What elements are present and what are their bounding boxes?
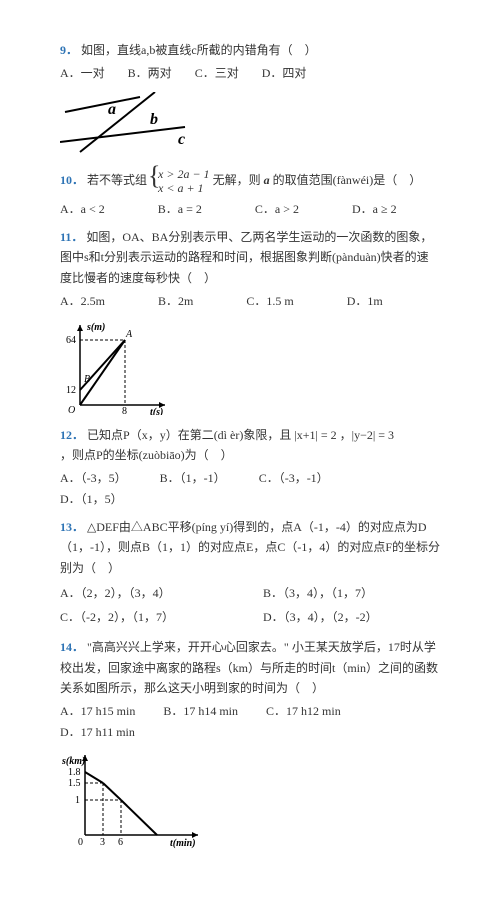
q14-xlabel: t(min) xyxy=(170,838,196,849)
q11-options: A．2.5m B．2m C．1.5 m D．1m xyxy=(60,291,440,311)
question-12: 12． 已知点P（x，y）在第二(dì èr)象限，且 |x+1| = 2 ，|… xyxy=(60,425,440,445)
q9-opt-a: A．一对 xyxy=(60,63,105,83)
q11-opt-d: D．1m xyxy=(347,291,383,311)
q14-ytick1: 1 xyxy=(75,795,80,806)
q13-opt-a: A．（2，2），（3，4） xyxy=(60,581,240,605)
q12-text2-row: ，则点P的坐标(zuòbiāo)为（ ） xyxy=(60,445,440,465)
q11-ylabel: s(m) xyxy=(86,322,105,333)
q14-origin: 0 xyxy=(78,837,83,848)
q11-opt-c: C．1.5 m xyxy=(246,291,293,311)
q10-mid: 无解，则 xyxy=(213,173,261,187)
q13-opt-d: D．（3，4），（2，-2） xyxy=(263,605,378,629)
q14-opt-a: A．17 h15 min xyxy=(60,701,135,721)
q12-text2: ，则点P的坐标(zuòbiāo)为（ ） xyxy=(60,448,233,462)
q9-label-c: c xyxy=(178,131,185,148)
q12-text1: 已知点P（x，y）在第二(dì èr)象限，且 |x+1| = 2 ，|y−2|… xyxy=(87,428,394,442)
q13-opt-c: C．（-2，2），（1，7） xyxy=(60,605,240,629)
q9-text: 如图，直线a,b被直线c所截的内错角有（ ） xyxy=(81,43,317,57)
q14-figure: s(km) t(min) 0 3 6 1 1.5 1.8 xyxy=(60,750,440,850)
q11-xlabel: t(s) xyxy=(150,407,163,415)
question-11: 11． 如图，OA、BA分别表示甲、乙两名学生运动的一次函数的图象，图中s和t分… xyxy=(60,227,440,288)
question-14: 14． "高高兴兴上学来，开开心心回家去。" 小王某天放学后，17时从学校出发，… xyxy=(60,637,440,698)
q9-opt-c: C．三对 xyxy=(195,63,239,83)
q14-ylabel: s(km) xyxy=(61,756,85,767)
q13-num: 13． xyxy=(60,520,84,534)
q9-options: A．一对 B．两对 C．三对 D．四对 xyxy=(60,63,440,83)
q11-ytick1: 12 xyxy=(66,385,76,396)
q13-text: △DEF由△ABC平移(píng yí)得到的，点A（-1，-4）的对应点为D（… xyxy=(60,520,440,575)
q12-opt-a: A．（-3，5） xyxy=(60,468,127,488)
q12-opt-d: D．（1，5） xyxy=(60,489,123,509)
q10-opt-a: A．a < 2 xyxy=(60,199,105,219)
q10-opt-b: B．a = 2 xyxy=(158,199,202,219)
q12-num: 12． xyxy=(60,428,84,442)
q11-svg: s(m) t(s) O 8 12 64 A B xyxy=(60,320,170,415)
q10-opt-c: C．a > 2 xyxy=(255,199,299,219)
q9-label-b: b xyxy=(150,111,158,128)
q9-figure: a b c xyxy=(60,92,440,157)
q11-B: B xyxy=(84,374,90,385)
q10-post: 的取值范围(fànwéi)是（ ） xyxy=(273,173,422,187)
q10-avar: a xyxy=(264,173,270,187)
q9-opt-d: D．四对 xyxy=(262,63,307,83)
q10-pre: 若不等式组 xyxy=(87,173,147,187)
q14-xtick1: 3 xyxy=(100,837,105,848)
q14-ytick3: 1.8 xyxy=(68,767,81,778)
q10-case2: x < a + 1 xyxy=(158,181,210,195)
q11-ytick2: 64 xyxy=(66,335,76,346)
q13-options: A．（2，2），（3，4） B．（3，4），（1，7） C．（-2，2），（1，… xyxy=(60,581,440,629)
q11-origin: O xyxy=(68,405,75,415)
q10-cases: x > 2a − 1 x < a + 1 xyxy=(150,167,210,196)
q11-text: 如图，OA、BA分别表示甲、乙两名学生运动的一次函数的图象，图中s和t分别表示运… xyxy=(60,230,432,285)
question-13: 13． △DEF由△ABC平移(píng yí)得到的，点A（-1，-4）的对应… xyxy=(60,517,440,578)
q10-options: A．a < 2 B．a = 2 C．a > 2 D．a ≥ 2 xyxy=(60,199,440,219)
q14-opt-d: D．17 h11 min xyxy=(60,722,135,742)
q11-xtick: 8 xyxy=(122,406,127,415)
q14-svg: s(km) t(min) 0 3 6 1 1.5 1.8 xyxy=(60,750,205,850)
q10-case1: x > 2a − 1 xyxy=(158,167,210,181)
q11-opt-a: A．2.5m xyxy=(60,291,105,311)
q10-opt-d: D．a ≥ 2 xyxy=(352,199,397,219)
q11-opt-b: B．2m xyxy=(158,291,193,311)
q14-xtick2: 6 xyxy=(118,837,123,848)
q11-num: 11． xyxy=(60,230,83,244)
q11-A: A xyxy=(125,329,133,340)
q12-opt-c: C．（-3，-1） xyxy=(259,468,329,488)
q14-text: "高高兴兴上学来，开开心心回家去。" 小王某天放学后，17时从学校出发，回家途中… xyxy=(60,640,438,695)
question-9: 9． 如图，直线a,b被直线c所截的内错角有（ ） xyxy=(60,40,440,60)
q12-options: A．（-3，5） B．（1，-1） C．（-3，-1） D．（1，5） xyxy=(60,468,440,509)
q14-num: 14． xyxy=(60,640,84,654)
q13-opt-b: B．（3，4），（1，7） xyxy=(263,581,373,605)
q12-opt-b: B．（1，-1） xyxy=(160,468,226,488)
q14-opt-c: C．17 h12 min xyxy=(266,701,341,721)
q11-figure: s(m) t(s) O 8 12 64 A B xyxy=(60,320,440,415)
question-10: 10． 若不等式组 x > 2a − 1 x < a + 1 无解，则 a 的取… xyxy=(60,167,440,196)
q9-num: 9． xyxy=(60,43,78,57)
q14-ytick2: 1.5 xyxy=(68,778,81,789)
q9-label-a: a xyxy=(108,101,116,118)
q9-opt-b: B．两对 xyxy=(128,63,172,83)
q9-svg: a b c xyxy=(60,92,190,157)
q10-num: 10． xyxy=(60,173,84,187)
q14-opt-b: B．17 h14 min xyxy=(163,701,238,721)
